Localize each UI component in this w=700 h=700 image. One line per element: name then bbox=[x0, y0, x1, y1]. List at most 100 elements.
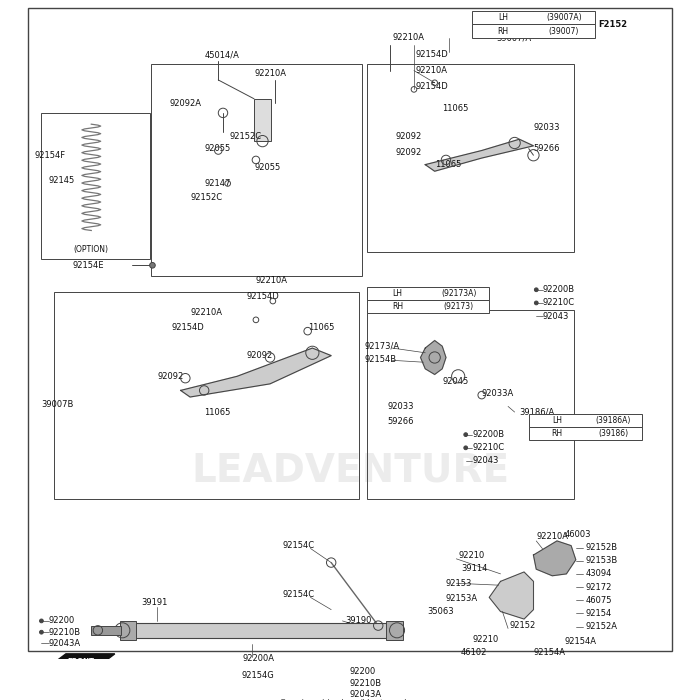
Text: 92154F: 92154F bbox=[35, 150, 66, 160]
Text: 39007B: 39007B bbox=[41, 400, 74, 409]
Text: 43094: 43094 bbox=[585, 569, 612, 578]
Text: 92043: 92043 bbox=[473, 456, 498, 466]
Text: 92152C: 92152C bbox=[190, 193, 222, 202]
Text: 92152B: 92152B bbox=[585, 543, 617, 552]
Polygon shape bbox=[421, 341, 446, 374]
Text: 46102: 46102 bbox=[461, 648, 487, 657]
Bar bbox=[54, 292, 359, 498]
Text: (OPTION): (OPTION) bbox=[74, 245, 108, 254]
Text: (39186): (39186) bbox=[598, 429, 629, 438]
Text: 39114: 39114 bbox=[461, 564, 487, 573]
Text: 92210A: 92210A bbox=[416, 66, 448, 75]
Text: 92153A: 92153A bbox=[446, 594, 478, 603]
Polygon shape bbox=[49, 663, 115, 685]
Text: 92154A: 92154A bbox=[533, 648, 566, 657]
Text: 59266: 59266 bbox=[533, 144, 560, 153]
Bar bbox=[367, 287, 489, 300]
Text: 92210A: 92210A bbox=[536, 532, 568, 540]
Bar bbox=[150, 64, 362, 276]
Text: 35063: 35063 bbox=[427, 607, 454, 616]
Bar bbox=[254, 99, 271, 141]
Text: F2152: F2152 bbox=[598, 20, 627, 29]
Text: 92153B: 92153B bbox=[585, 556, 617, 565]
Text: 92200: 92200 bbox=[49, 617, 75, 625]
Circle shape bbox=[150, 262, 155, 268]
Text: 92200: 92200 bbox=[350, 667, 377, 676]
Bar bbox=[528, 427, 642, 440]
Text: 39007/A: 39007/A bbox=[496, 33, 531, 42]
Text: 92092: 92092 bbox=[157, 372, 183, 381]
Text: FRONT: FRONT bbox=[64, 672, 94, 681]
Text: 92033: 92033 bbox=[388, 402, 414, 411]
Text: 39186/A: 39186/A bbox=[519, 407, 554, 416]
Text: 92200B: 92200B bbox=[543, 286, 575, 294]
Text: 92210B: 92210B bbox=[49, 628, 81, 637]
Text: RH: RH bbox=[392, 302, 403, 312]
Circle shape bbox=[534, 301, 538, 304]
Text: 92154B: 92154B bbox=[364, 355, 396, 364]
Bar bbox=[473, 11, 594, 25]
Text: (92173A): (92173A) bbox=[441, 289, 476, 298]
Text: 92055: 92055 bbox=[254, 163, 280, 172]
Text: 45014/A: 45014/A bbox=[204, 50, 239, 59]
Text: 92043A: 92043A bbox=[49, 639, 81, 648]
Text: 92154A: 92154A bbox=[564, 637, 596, 646]
Text: LEADVENTURE: LEADVENTURE bbox=[191, 452, 509, 489]
Text: 11065: 11065 bbox=[308, 323, 334, 332]
Text: 92092A: 92092A bbox=[169, 99, 202, 108]
Text: 39190: 39190 bbox=[345, 617, 372, 625]
Text: 92172: 92172 bbox=[585, 582, 612, 592]
Text: 92154D: 92154D bbox=[172, 323, 204, 332]
Text: 59266: 59266 bbox=[388, 417, 414, 426]
Text: 46003: 46003 bbox=[564, 530, 591, 539]
Text: 92210: 92210 bbox=[473, 635, 498, 644]
Text: 92043A: 92043A bbox=[350, 690, 382, 699]
Text: 92154: 92154 bbox=[585, 609, 611, 618]
Text: 92210A: 92210A bbox=[254, 69, 286, 78]
Text: 11065: 11065 bbox=[204, 407, 230, 416]
Text: LH: LH bbox=[552, 416, 562, 425]
Text: 92210: 92210 bbox=[458, 551, 484, 559]
Text: FRONT: FRONT bbox=[67, 659, 94, 664]
Text: 92152C: 92152C bbox=[230, 132, 262, 141]
Text: RH: RH bbox=[552, 429, 563, 438]
Text: 92154G: 92154G bbox=[241, 671, 274, 680]
Text: 92033: 92033 bbox=[533, 122, 560, 132]
Text: 92045: 92045 bbox=[442, 377, 468, 386]
Text: 46075: 46075 bbox=[585, 596, 612, 605]
Text: 92210A: 92210A bbox=[392, 33, 424, 42]
Text: (92173): (92173) bbox=[444, 302, 474, 312]
Text: LH: LH bbox=[393, 289, 402, 298]
Text: 92055: 92055 bbox=[204, 144, 230, 153]
Text: 92154C: 92154C bbox=[282, 541, 314, 550]
Text: 92210C: 92210C bbox=[543, 298, 575, 307]
Text: (39007): (39007) bbox=[549, 27, 579, 36]
Text: 92145: 92145 bbox=[49, 176, 75, 185]
Bar bbox=[473, 25, 594, 38]
Text: 92154D: 92154D bbox=[416, 82, 449, 91]
Circle shape bbox=[39, 630, 43, 634]
Text: 92210B: 92210B bbox=[350, 678, 382, 687]
Text: 92210C: 92210C bbox=[473, 443, 505, 452]
Polygon shape bbox=[426, 139, 533, 172]
Circle shape bbox=[534, 288, 538, 292]
Text: 92152A: 92152A bbox=[585, 622, 617, 631]
Bar bbox=[528, 414, 642, 427]
Bar bbox=[122, 623, 391, 638]
Text: 92153: 92153 bbox=[446, 579, 473, 588]
Text: 11065: 11065 bbox=[442, 104, 468, 113]
Text: 92200A: 92200A bbox=[243, 654, 275, 663]
Text: 92173/A: 92173/A bbox=[364, 342, 399, 351]
Text: (39186A): (39186A) bbox=[596, 416, 631, 425]
Text: 92092: 92092 bbox=[395, 148, 421, 157]
Polygon shape bbox=[47, 654, 115, 668]
Text: 92033A: 92033A bbox=[482, 389, 514, 398]
Text: 92154C: 92154C bbox=[282, 590, 314, 599]
Circle shape bbox=[39, 619, 43, 623]
Text: 92154D: 92154D bbox=[246, 292, 279, 301]
Bar bbox=[386, 621, 402, 640]
Text: Rendered by LeadVenture, Inc.: Rendered by LeadVenture, Inc. bbox=[280, 699, 420, 700]
Text: 92152: 92152 bbox=[510, 621, 536, 630]
Text: 11065: 11065 bbox=[435, 160, 461, 169]
Text: 92200B: 92200B bbox=[473, 430, 505, 439]
